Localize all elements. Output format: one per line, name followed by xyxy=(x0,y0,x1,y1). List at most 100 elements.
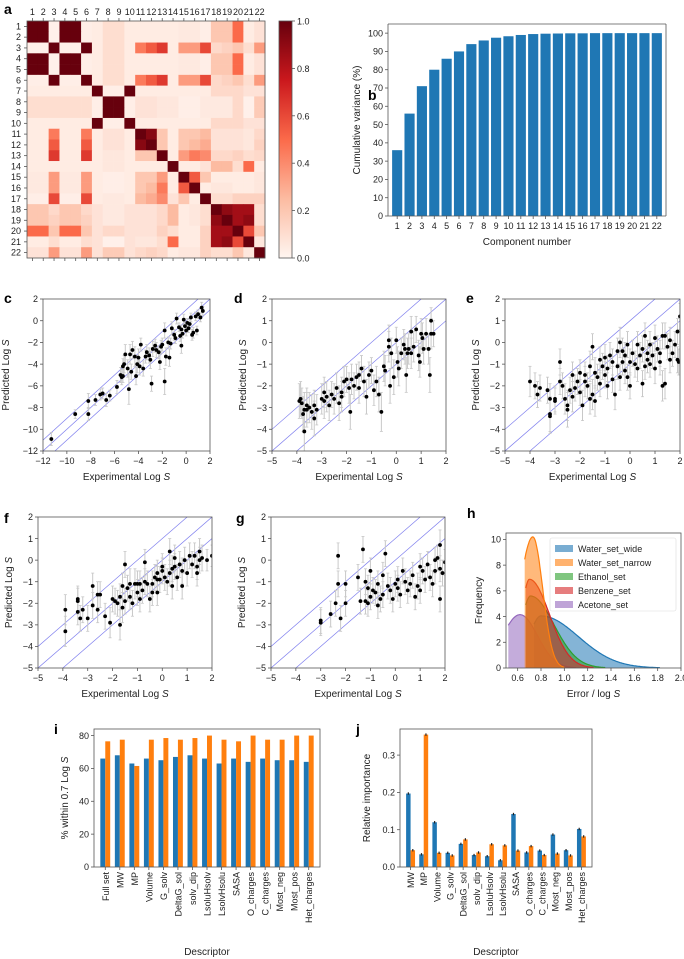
heatmap-cell xyxy=(146,247,158,259)
heatmap-cell xyxy=(178,214,190,226)
heatmap-cell xyxy=(102,214,114,226)
data-point xyxy=(118,622,122,627)
bar xyxy=(231,758,237,867)
heatmap-cell xyxy=(70,150,82,162)
heatmap-cell xyxy=(81,117,93,130)
x-axis-label: Descriptor xyxy=(184,947,230,958)
x-tick-label: Volume xyxy=(144,872,154,902)
heatmap-cell xyxy=(146,193,158,205)
y-tick-label: 90 xyxy=(373,47,383,57)
heatmap-cell xyxy=(48,214,60,226)
x-tick-label: 0.6 xyxy=(511,673,524,683)
heatmap-cell xyxy=(37,128,49,140)
y-tick-label: 60 xyxy=(79,764,89,774)
heatmap-cell xyxy=(156,161,168,173)
heatmap-cell xyxy=(210,182,223,194)
bar xyxy=(303,761,309,867)
heatmap-cell xyxy=(124,107,136,119)
heatmap-cell xyxy=(167,42,179,54)
heatmap-cell xyxy=(232,247,244,259)
heatmap-cell xyxy=(81,139,93,151)
heatmap-cell xyxy=(167,139,179,151)
x-tick-label: 2 xyxy=(443,456,448,466)
heatmap-cell xyxy=(243,74,255,86)
data-point xyxy=(648,342,652,347)
legend-label: Acetone_set xyxy=(578,600,629,610)
data-point xyxy=(177,562,182,567)
heatmap-cell xyxy=(221,214,233,226)
x-axis-label: Experimental Log S xyxy=(83,472,171,483)
heatmap-cell xyxy=(113,74,125,86)
heatmap-cell xyxy=(167,107,179,119)
heatmap-row-label: 1 xyxy=(16,21,21,31)
data-point xyxy=(141,366,146,371)
colorbar-tick-label: 0.4 xyxy=(297,159,310,169)
heatmap-cell xyxy=(232,128,244,140)
data-point xyxy=(299,401,304,406)
error-band-line xyxy=(54,309,210,451)
x-tick-label: −4 xyxy=(133,456,143,466)
data-point xyxy=(199,305,204,310)
data-point xyxy=(463,597,467,601)
data-point xyxy=(395,586,400,591)
plot-area-g xyxy=(271,517,467,668)
data-point xyxy=(568,388,572,393)
x-tick-label: Full set xyxy=(101,872,111,902)
heatmap-cell xyxy=(27,42,39,54)
heatmap-cell xyxy=(200,214,212,226)
data-point xyxy=(179,343,184,348)
x-tick-label: 12 xyxy=(528,221,538,231)
data-point xyxy=(425,562,430,567)
data-point xyxy=(172,556,177,560)
x-tick-label: LsoluHsolv xyxy=(203,872,213,917)
heatmap-cell xyxy=(254,96,266,108)
x-tick-label: −6 xyxy=(109,456,119,466)
heatmap-cell xyxy=(59,171,71,183)
legend-box xyxy=(549,537,677,612)
plot-area-d xyxy=(272,299,446,451)
data-point xyxy=(399,351,404,356)
error-band-line xyxy=(295,538,445,668)
bar xyxy=(542,855,547,867)
heatmap-cell xyxy=(124,128,136,140)
heatmap-cell xyxy=(81,193,93,205)
data-point xyxy=(115,385,119,389)
heatmap-cell xyxy=(243,85,255,97)
heatmap-cell xyxy=(221,21,233,33)
heatmap-cell xyxy=(243,225,255,237)
heatmap-cell xyxy=(146,214,158,226)
y-tick-label: 1 xyxy=(495,316,500,326)
y-tick-label: −4 xyxy=(23,642,33,652)
heatmap-cell xyxy=(135,247,147,259)
heatmap-cell xyxy=(81,204,93,216)
data-point xyxy=(358,599,363,604)
data-point xyxy=(312,416,317,421)
bar xyxy=(602,33,613,217)
bar xyxy=(250,735,256,867)
y-tick-label: −2 xyxy=(490,381,500,391)
data-point xyxy=(438,566,442,571)
data-point xyxy=(172,332,177,337)
heatmap-col-label: 1 xyxy=(30,7,35,17)
y-tick-label: 2 xyxy=(261,512,266,522)
heatmap-cell xyxy=(102,96,114,108)
heatmap-cell xyxy=(232,21,244,33)
heatmap-cell xyxy=(124,64,136,76)
data-point xyxy=(628,360,632,364)
heatmap-cell xyxy=(146,171,158,183)
heatmap-cell xyxy=(210,117,223,130)
data-point xyxy=(608,353,612,358)
heatmap-cell xyxy=(48,31,60,43)
data-point xyxy=(136,355,141,360)
data-point xyxy=(318,620,323,625)
heatmap-cell xyxy=(81,182,93,194)
y-tick-label: 30 xyxy=(373,156,383,166)
heatmap-col-label: 10 xyxy=(125,7,135,17)
data-point xyxy=(138,342,143,347)
data-point xyxy=(675,329,680,334)
data-point xyxy=(623,353,627,358)
data-point xyxy=(187,553,192,558)
data-point xyxy=(391,375,396,380)
x-tick-label: C_charges xyxy=(538,872,548,916)
y-tick-label: 0 xyxy=(28,555,33,565)
